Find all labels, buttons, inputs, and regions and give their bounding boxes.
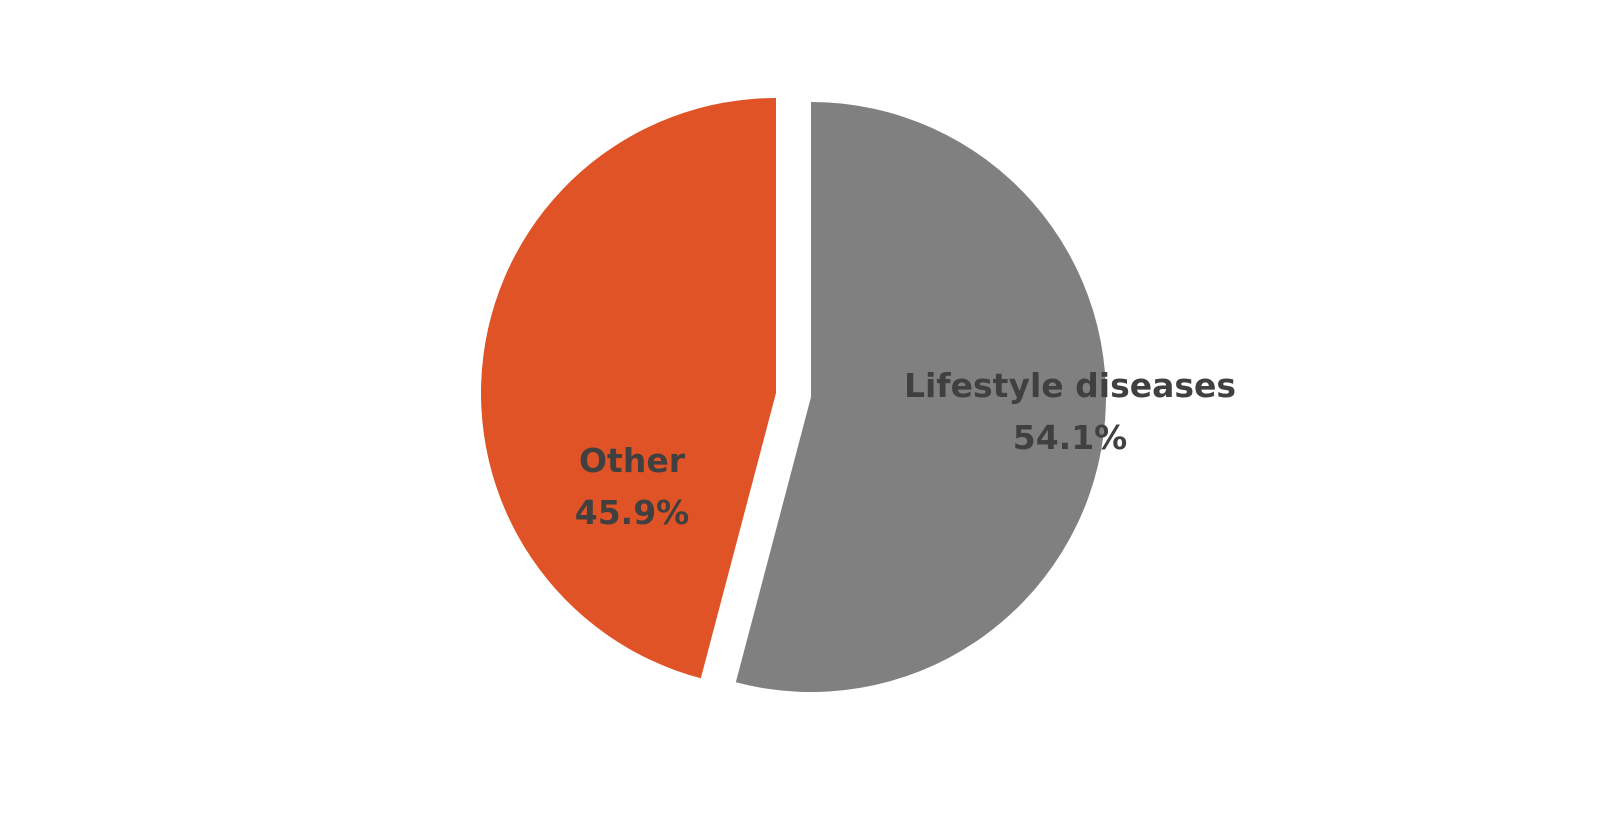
pie-labels: Lifestyle diseases 54.1% Other 45.9% xyxy=(575,366,1236,532)
pie-slice-lifestyle-diseases xyxy=(735,102,1106,692)
pie-slices xyxy=(480,98,1106,692)
slice-label-other: Other xyxy=(579,441,686,480)
slice-value-other: 45.9% xyxy=(575,493,690,532)
pie-slice-other xyxy=(480,98,776,679)
slice-label-lifestyle-diseases: Lifestyle diseases xyxy=(904,366,1236,405)
slice-value-lifestyle-diseases: 54.1% xyxy=(1013,418,1128,457)
